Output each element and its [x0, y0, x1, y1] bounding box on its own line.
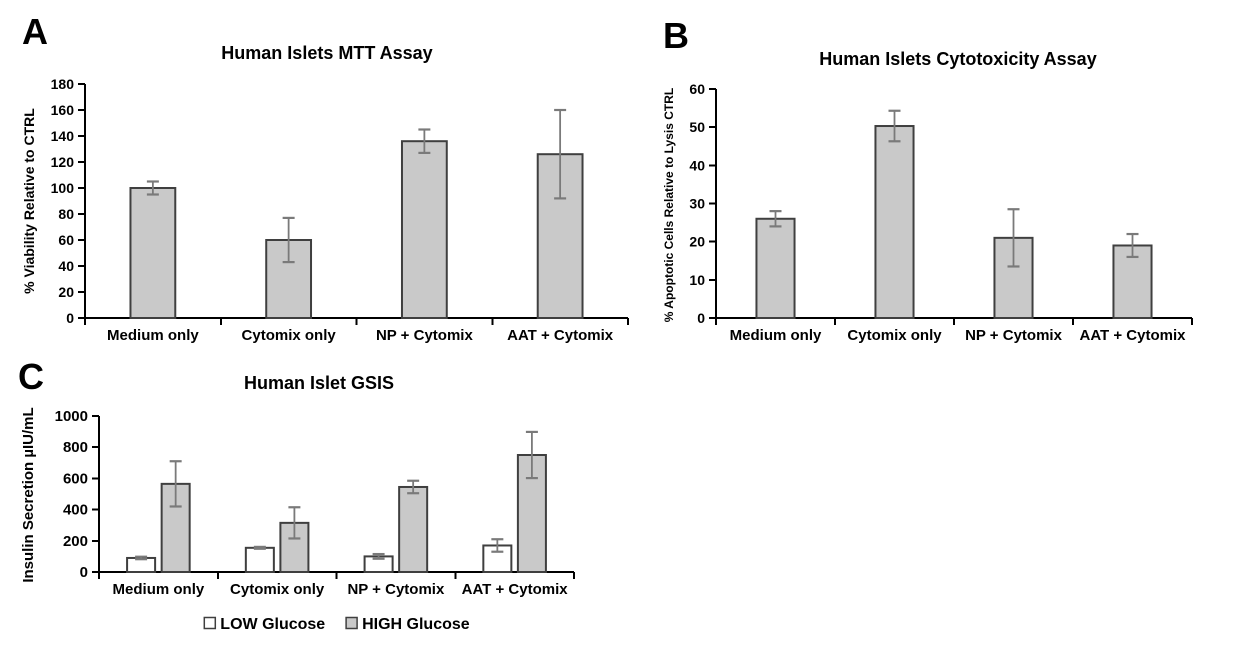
- bar: [129, 187, 177, 319]
- y-tick-label: 100: [51, 180, 75, 196]
- chart-c-plot: 0 200 400 600 800 1000 Medium only Cytomix only…: [55, 408, 575, 633]
- chart-c-title: Human Islet GSIS: [243, 373, 395, 393]
- legend-label: LOW Glucose: [220, 616, 325, 633]
- y-tick-label: 120: [51, 154, 75, 170]
- x-category-label: Medium only: [730, 327, 822, 344]
- x-category-label: Cytomix only: [242, 327, 337, 344]
- legend-swatch-high-glucose: [345, 616, 358, 630]
- panel-label-a: A: [22, 11, 48, 52]
- y-tick-label: 10: [689, 272, 705, 288]
- y-tick-label: 0: [66, 310, 74, 326]
- x-category-label: AAT + Cytomix: [462, 581, 569, 598]
- y-tick-label: 40: [689, 157, 705, 173]
- x-category-label: Medium only: [107, 327, 199, 344]
- y-tick-label: 600: [63, 470, 88, 487]
- y-tick-label: 160: [51, 102, 75, 118]
- y-tick-label: 800: [63, 439, 88, 456]
- y-tick-label: 60: [689, 81, 705, 97]
- legend-swatch-low-glucose: [203, 616, 217, 630]
- x-category-label: Cytomix only: [230, 581, 325, 598]
- y-tick-label: 20: [689, 234, 705, 250]
- y-tick-label: 0: [697, 310, 705, 326]
- y-tick-label: 180: [51, 76, 75, 92]
- x-category-label: AAT + Cytomix: [507, 327, 614, 344]
- y-tick-label: 1000: [55, 408, 88, 425]
- bar: [400, 140, 448, 319]
- legend-label: HIGH Glucose: [362, 616, 470, 633]
- bar: [244, 546, 275, 574]
- x-category-label: Medium only: [113, 581, 205, 598]
- chart-b-title: Human Islets Cytotoxicity Assay: [819, 49, 1097, 69]
- bar: [482, 544, 513, 573]
- y-tick-label: 0: [80, 564, 88, 581]
- x-category-label: AAT + Cytomix: [1080, 327, 1187, 344]
- y-tick-label: 30: [689, 196, 705, 212]
- bar: [755, 217, 796, 319]
- chart-a-plot: 0 20 40 60 80 100 120 140 160 180 Medium only Cytom…: [51, 76, 629, 344]
- y-tick-label: 400: [63, 502, 88, 519]
- y-tick-label: 60: [58, 232, 74, 248]
- chart-a-title: Human Islets MTT Assay: [221, 43, 433, 63]
- y-tick-label: 200: [63, 533, 88, 550]
- x-category-label: NP + Cytomix: [347, 581, 444, 598]
- bar: [398, 485, 429, 573]
- y-tick-label: 20: [58, 284, 74, 300]
- y-tick-label: 80: [58, 206, 74, 222]
- chart-b-plot: 0 10 20 30 40 50 60 Medium only Cytomix only NP +…: [689, 81, 1193, 344]
- x-category-label: NP + Cytomix: [965, 327, 1062, 344]
- bar: [874, 125, 915, 319]
- panel-label-b: B: [663, 15, 689, 56]
- x-category-label: NP + Cytomix: [376, 327, 473, 344]
- y-tick-label: 140: [51, 128, 75, 144]
- y-tick-label: 40: [58, 258, 74, 274]
- x-category-label: Cytomix only: [847, 327, 942, 344]
- y-tick-label: 50: [689, 119, 705, 135]
- panel-label-c: C: [18, 356, 44, 397]
